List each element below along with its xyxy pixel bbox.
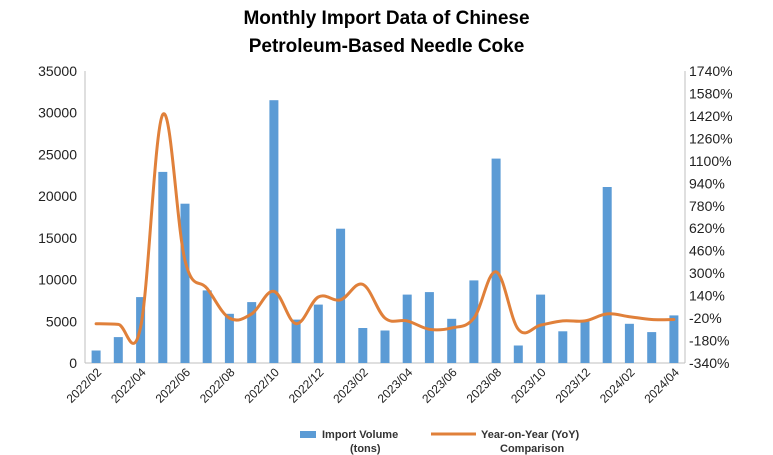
legend: Import Volume (tons) Year-on-Year (YoY) Com…: [300, 429, 580, 455]
bar-series: [91, 100, 679, 363]
bar: [91, 350, 101, 363]
right-tick-label: 460%: [689, 243, 725, 259]
bar: [291, 319, 301, 363]
right-tick-label: -340%: [689, 355, 729, 371]
legend-line-label: Year-on-Year (YoY): [481, 429, 580, 441]
x-axis-ticks: 2022/02 2022/04 2022/06 2022/08 2022/10 2022/…: [64, 365, 683, 406]
right-tick-label: 1420%: [689, 108, 733, 124]
bar: [336, 228, 346, 363]
bar: [269, 100, 279, 363]
right-tick-label: 1260%: [689, 130, 733, 146]
right-tick-label: -20%: [689, 310, 722, 326]
left-tick-label: 30000: [38, 105, 77, 121]
bar: [536, 294, 546, 363]
legend-bar-label: (tons): [350, 443, 381, 455]
right-tick-label: 940%: [689, 175, 725, 191]
bar: [158, 171, 168, 363]
left-tick-label: 25000: [38, 146, 77, 162]
bar: [513, 345, 523, 363]
left-axis-ticks: 0 5000 10000 15000 20000 25000 30000 35000: [38, 63, 77, 371]
left-tick-label: 35000: [38, 63, 77, 79]
bar: [313, 304, 323, 363]
x-tick-label: 2023/10: [508, 365, 549, 406]
x-tick-label: 2023/12: [553, 365, 594, 406]
x-tick-label: 2022/04: [108, 365, 149, 406]
legend-line-label: Comparison: [500, 443, 564, 455]
left-tick-label: 10000: [38, 272, 77, 288]
bar: [602, 187, 612, 363]
chart-title-line-2: Petroleum-Based Needle Coke: [248, 36, 525, 57]
x-tick-label: 2023/08: [464, 365, 505, 406]
bar: [358, 328, 368, 363]
bar: [202, 290, 212, 363]
legend-bar-swatch: [300, 431, 316, 438]
right-axis-ticks: -340% -180% -20% 140% 300% 460% 620% 780% 940% 11…: [689, 63, 733, 371]
left-tick-label: 15000: [38, 230, 77, 246]
right-tick-label: 780%: [689, 198, 725, 214]
bar: [447, 318, 457, 363]
right-tick-label: -180%: [689, 333, 729, 349]
line-series: [94, 112, 676, 345]
right-tick-label: 140%: [689, 288, 725, 304]
bar: [424, 292, 434, 363]
bar: [558, 331, 568, 363]
bar: [180, 203, 190, 363]
right-tick-label: 300%: [689, 265, 725, 281]
x-tick-label: 2022/08: [197, 365, 238, 406]
bar: [224, 313, 234, 363]
bar: [469, 280, 479, 363]
left-tick-label: 20000: [38, 188, 77, 204]
yoy-line: [94, 112, 676, 345]
right-tick-label: 1740%: [689, 63, 733, 79]
right-tick-label: 1580%: [689, 85, 733, 101]
left-tick-label: 0: [69, 355, 77, 371]
x-tick-label: 2022/02: [64, 365, 105, 406]
right-tick-label: 620%: [689, 220, 725, 236]
bar: [247, 302, 257, 363]
bar: [669, 315, 679, 363]
x-tick-label: 2023/02: [330, 365, 371, 406]
right-tick-label: 1100%: [689, 153, 732, 169]
x-tick-label: 2022/12: [286, 365, 327, 406]
x-tick-label: 2024/02: [597, 365, 638, 406]
bar: [113, 337, 123, 363]
legend-bar-label: Import Volume: [322, 429, 398, 441]
left-tick-label: 5000: [46, 313, 77, 329]
bar: [580, 321, 590, 363]
bar: [380, 330, 390, 363]
x-tick-label: 2022/06: [153, 365, 194, 406]
chart-title-line-1: Monthly Import Data of Chinese: [243, 8, 530, 29]
bar: [624, 323, 634, 363]
x-tick-label: 2024/04: [641, 365, 682, 406]
bar: [402, 294, 412, 363]
x-tick-label: 2023/06: [419, 365, 460, 406]
x-tick-label: 2023/04: [375, 365, 416, 406]
bar: [491, 158, 501, 363]
bar: [647, 332, 657, 363]
x-tick-label: 2022/10: [241, 365, 282, 406]
